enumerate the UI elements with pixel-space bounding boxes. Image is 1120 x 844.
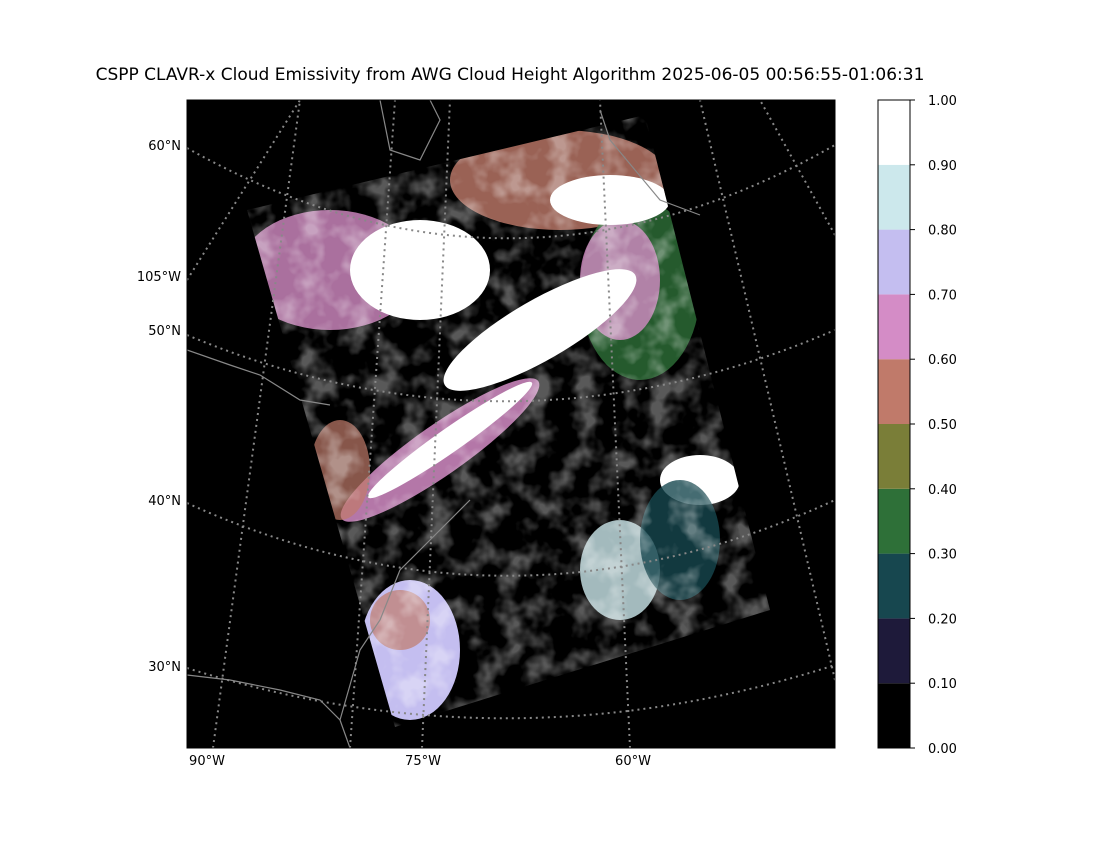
colorbar-segment (878, 229, 910, 295)
colorbar-segment (878, 618, 910, 684)
colorbar-segment (878, 164, 910, 230)
lon-label: 75°W (405, 754, 441, 769)
colorbar-segment (878, 553, 910, 619)
colorbar-tick-label: 0.30 (928, 548, 957, 563)
swath (247, 115, 770, 727)
colorbar-tick-label: 0.80 (928, 224, 957, 239)
lat-label: 40°N (148, 494, 181, 509)
lon-label: 60°W (615, 754, 651, 769)
colorbar-segment (878, 294, 910, 360)
colorbar-segment (878, 424, 910, 489)
lat-label: 60°N (148, 139, 181, 154)
colorbar-segment (878, 488, 910, 554)
colorbar-tick-label: 0.60 (928, 353, 957, 368)
lat-label: 50°N (148, 324, 181, 339)
map-frame (186, 99, 836, 749)
colorbar-tick-label: 0.50 (928, 418, 957, 433)
coastlines (187, 100, 701, 748)
colorbar-tick-label: 1.00 (928, 94, 957, 109)
graticule (187, 100, 835, 748)
colorbar-tick-label: 0.10 (928, 677, 957, 692)
colorbar-tick-label: 0.90 (928, 159, 957, 174)
colorbar-tick-label: 0.40 (928, 483, 957, 498)
title: CSPP CLAVR-x Cloud Emissivity from AWG C… (96, 65, 925, 85)
colorbar-segment (878, 100, 910, 165)
colorbar-tick-label: 0.70 (928, 288, 957, 303)
map-area (187, 100, 835, 748)
lat-label: 105°W (137, 270, 181, 285)
lon-label: 90°W (189, 754, 225, 769)
colorbar-segment (878, 683, 910, 748)
colorbar-segment (878, 359, 910, 424)
colorbar-tick-label: 0.00 (928, 742, 957, 757)
colorbar-tick-label: 0.20 (928, 612, 957, 627)
lat-label: 30°N (148, 660, 181, 675)
